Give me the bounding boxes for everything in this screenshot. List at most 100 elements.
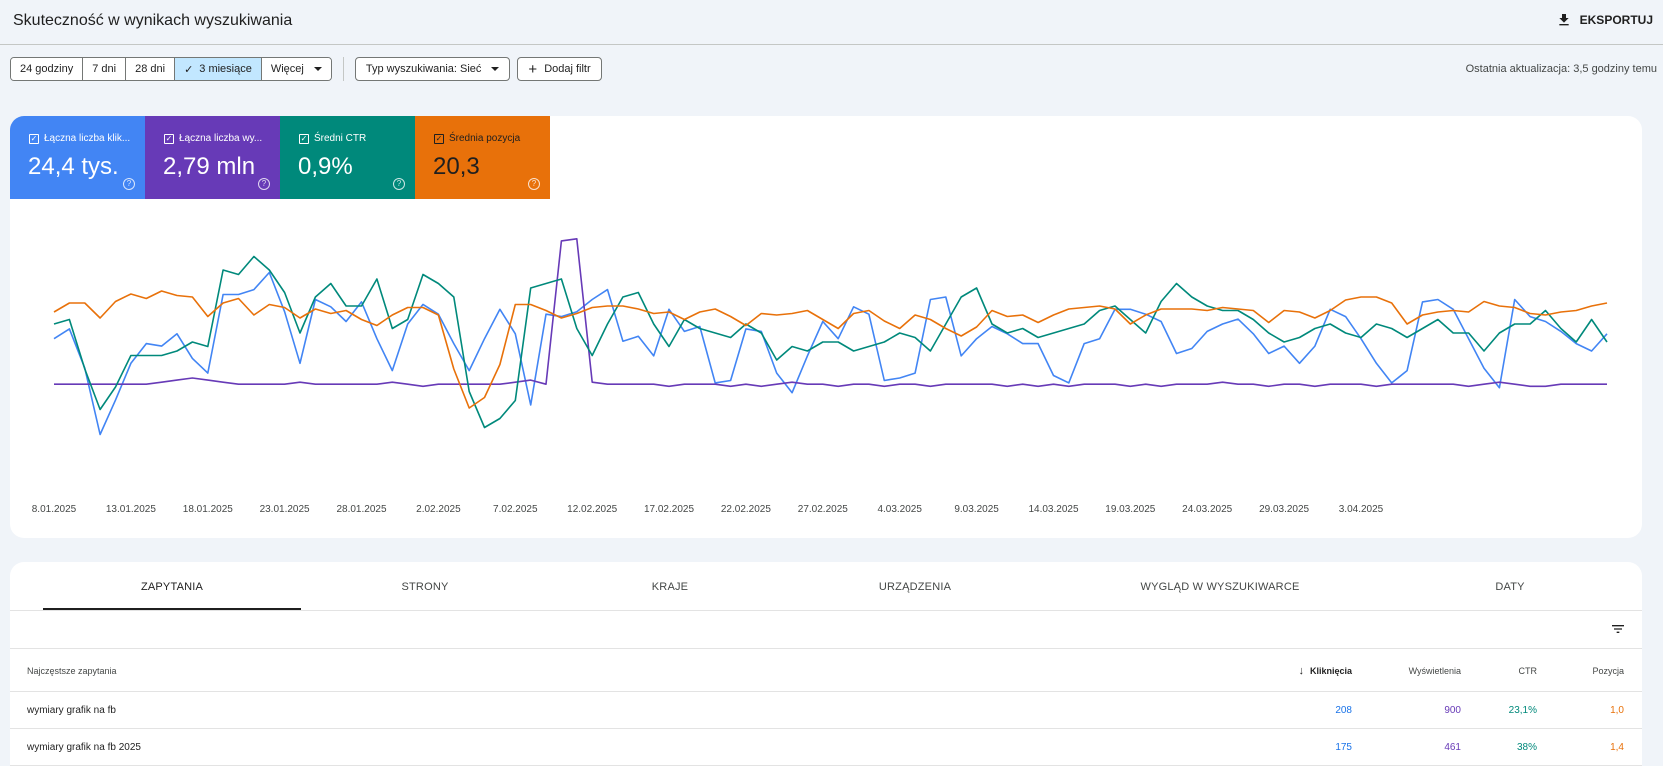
- help-icon[interactable]: ?: [528, 178, 540, 190]
- x-tick-label: 24.03.2025: [1182, 504, 1232, 515]
- metric-label: ✓ Średnia pozycja: [434, 133, 520, 144]
- metric-average-position[interactable]: ✓ Średnia pozycja 20,3 ?: [415, 116, 550, 199]
- add-filter-button[interactable]: + Dodaj filtr: [517, 57, 602, 81]
- x-tick-label: 4.03.2025: [877, 504, 922, 515]
- toolbar-divider: [342, 57, 344, 81]
- line-chart[interactable]: 8.01.2025 13.01.2025 18.01.2025 23.01.2025 2…: [10, 116, 1642, 538]
- query-cell: wymiary grafik na fb: [27, 705, 116, 716]
- tab-dates[interactable]: DATY: [1495, 580, 1525, 593]
- metric-ctr-label: Średni CTR: [314, 133, 367, 144]
- x-tick-label: 19.03.2025: [1105, 504, 1155, 515]
- checkbox-checked-icon: ✓: [299, 133, 309, 144]
- metric-label: ✓ Łączna liczba wy...: [164, 133, 262, 144]
- x-tick-label: 23.01.2025: [260, 504, 310, 515]
- tab-search-appearance[interactable]: WYGLĄD W WYSZUKIWARCE: [1140, 580, 1300, 593]
- column-header-impressions[interactable]: Wyświetlenia: [1408, 665, 1461, 676]
- checkbox-checked-icon: ✓: [434, 133, 444, 144]
- query-cell: wymiary grafik na fb 2025: [27, 742, 141, 753]
- table-row[interactable]: wymiary grafik na fb 2025 175 461 38% 1,…: [10, 729, 1642, 766]
- metric-tiles: ✓ Łączna liczba klik... 24,4 tys. ? ✓ Łą…: [10, 116, 550, 199]
- filter-toolbar: 24 godziny 7 dni 28 dni ✓ 3 miesiące Wię…: [10, 57, 609, 81]
- sort-arrow-down-icon: ↓: [1298, 664, 1304, 677]
- caret-down-icon: [313, 67, 322, 71]
- help-icon[interactable]: ?: [393, 178, 405, 190]
- x-tick-label: 13.01.2025: [106, 504, 156, 515]
- range-7d-button[interactable]: 7 dni: [83, 58, 127, 80]
- clicks-cell: 175: [1335, 742, 1352, 753]
- x-tick-label: 8.01.2025: [32, 504, 77, 515]
- x-tick-label: 27.02.2025: [798, 504, 848, 515]
- range-24h-button[interactable]: 24 godziny: [11, 58, 84, 80]
- column-header-query: Najczęstsze zapytania: [27, 665, 117, 676]
- x-tick-label: 2.02.2025: [416, 504, 461, 515]
- column-header-position[interactable]: Pozycja: [1592, 665, 1624, 676]
- impressions-cell: 900: [1444, 705, 1461, 716]
- export-label: EKSPORTUJ: [1579, 13, 1653, 27]
- clicks-cell: 208: [1335, 705, 1352, 716]
- dimension-tabs: ZAPYTANIA STRONY KRAJE URZĄDZENIA WYGLĄD…: [10, 562, 1642, 611]
- export-button[interactable]: EKSPORTUJ: [1556, 12, 1653, 28]
- range-more-dropdown[interactable]: Więcej: [261, 58, 331, 80]
- x-tick-label: 18.01.2025: [183, 504, 233, 515]
- page-header: Skuteczność w wynikach wyszukiwania EKSP…: [0, 0, 1663, 45]
- column-header-clicks[interactable]: ↓ Kliknięcia: [1298, 649, 1352, 692]
- help-icon[interactable]: ?: [123, 178, 135, 190]
- metric-label: ✓ Łączna liczba klik...: [29, 133, 130, 144]
- column-header-ctr[interactable]: CTR: [1518, 665, 1538, 676]
- tab-countries[interactable]: KRAJE: [651, 580, 689, 593]
- range-more-label: Więcej: [270, 63, 304, 75]
- last-update-text: Ostatnia aktualizacja: 3,5 godziny temu: [1465, 63, 1657, 75]
- x-tick-label: 12.02.2025: [567, 504, 617, 515]
- metric-clicks-value: 24,4 tys.: [28, 153, 119, 180]
- ctr-cell: 23,1%: [1508, 705, 1537, 716]
- download-icon: [1558, 14, 1569, 26]
- ctr-cell: 38%: [1516, 742, 1537, 753]
- impressions-cell: 461: [1444, 742, 1461, 753]
- metric-clicks-label: Łączna liczba klik...: [44, 133, 131, 144]
- metric-position-label: Średnia pozycja: [449, 133, 521, 144]
- add-filter-label: Dodaj filtr: [544, 63, 591, 75]
- dimensions-table-card: ZAPYTANIA STRONY KRAJE URZĄDZENIA WYGLĄD…: [10, 562, 1642, 766]
- active-tab-indicator: [43, 608, 301, 610]
- range-3m-button[interactable]: ✓ 3 miesiące: [175, 58, 262, 80]
- x-tick-label: 7.02.2025: [493, 504, 538, 515]
- column-header-clicks-label: Kliknięcia: [1309, 665, 1352, 676]
- x-tick-label: 17.02.2025: [644, 504, 694, 515]
- search-type-label: Typ wyszukiwania: Sieć: [365, 63, 482, 75]
- help-icon[interactable]: ?: [258, 178, 270, 190]
- metric-label: ✓ Średni CTR: [299, 133, 366, 144]
- metric-impressions-label: Łączna liczba wy...: [179, 133, 263, 144]
- metric-total-clicks[interactable]: ✓ Łączna liczba klik... 24,4 tys. ?: [10, 116, 145, 199]
- x-tick-label: 14.03.2025: [1028, 504, 1078, 515]
- search-type-dropdown[interactable]: Typ wyszukiwania: Sieć: [354, 57, 511, 81]
- date-range-group: 24 godziny 7 dni 28 dni ✓ 3 miesiące Wię…: [10, 57, 332, 81]
- range-3m-label: 3 miesiące: [199, 63, 252, 75]
- x-tick-label: 3.04.2025: [1339, 504, 1384, 515]
- x-tick-label: 22.02.2025: [721, 504, 771, 515]
- checkbox-checked-icon: ✓: [29, 133, 39, 144]
- series-line-3: [53, 290, 1608, 409]
- check-icon: ✓: [184, 63, 194, 76]
- caret-down-icon: [491, 67, 500, 71]
- metric-impressions-value: 2,79 mln: [163, 153, 256, 180]
- x-tick-label: 29.03.2025: [1259, 504, 1309, 515]
- x-tick-label: 28.01.2025: [336, 504, 386, 515]
- position-cell: 1,4: [1610, 742, 1624, 753]
- tab-devices[interactable]: URZĄDZENIA: [878, 580, 952, 593]
- metric-average-ctr[interactable]: ✓ Średni CTR 0,9% ?: [280, 116, 415, 199]
- checkbox-checked-icon: ✓: [164, 133, 174, 144]
- tab-queries[interactable]: ZAPYTANIA: [140, 580, 204, 593]
- filter-list-icon[interactable]: [1610, 621, 1626, 637]
- tab-pages[interactable]: STRONY: [401, 580, 449, 593]
- table-header: Najczęstsze zapytania ↓ Kliknięcia Wyświ…: [10, 649, 1642, 692]
- metric-ctr-value: 0,9%: [298, 153, 353, 180]
- table-filter-row: [10, 611, 1642, 649]
- series-line-2: [53, 255, 1608, 429]
- metric-total-impressions[interactable]: ✓ Łączna liczba wy... 2,79 mln ?: [145, 116, 280, 199]
- table-row[interactable]: wymiary grafik na fb 208 900 23,1% 1,0: [10, 692, 1642, 729]
- range-28d-button[interactable]: 28 dni: [126, 58, 176, 80]
- metric-position-value: 20,3: [433, 153, 480, 180]
- performance-chart-card: ✓ Łączna liczba klik... 24,4 tys. ? ✓ Łą…: [10, 116, 1642, 538]
- series-line-1: [54, 238, 1607, 388]
- x-tick-label: 9.03.2025: [954, 504, 999, 515]
